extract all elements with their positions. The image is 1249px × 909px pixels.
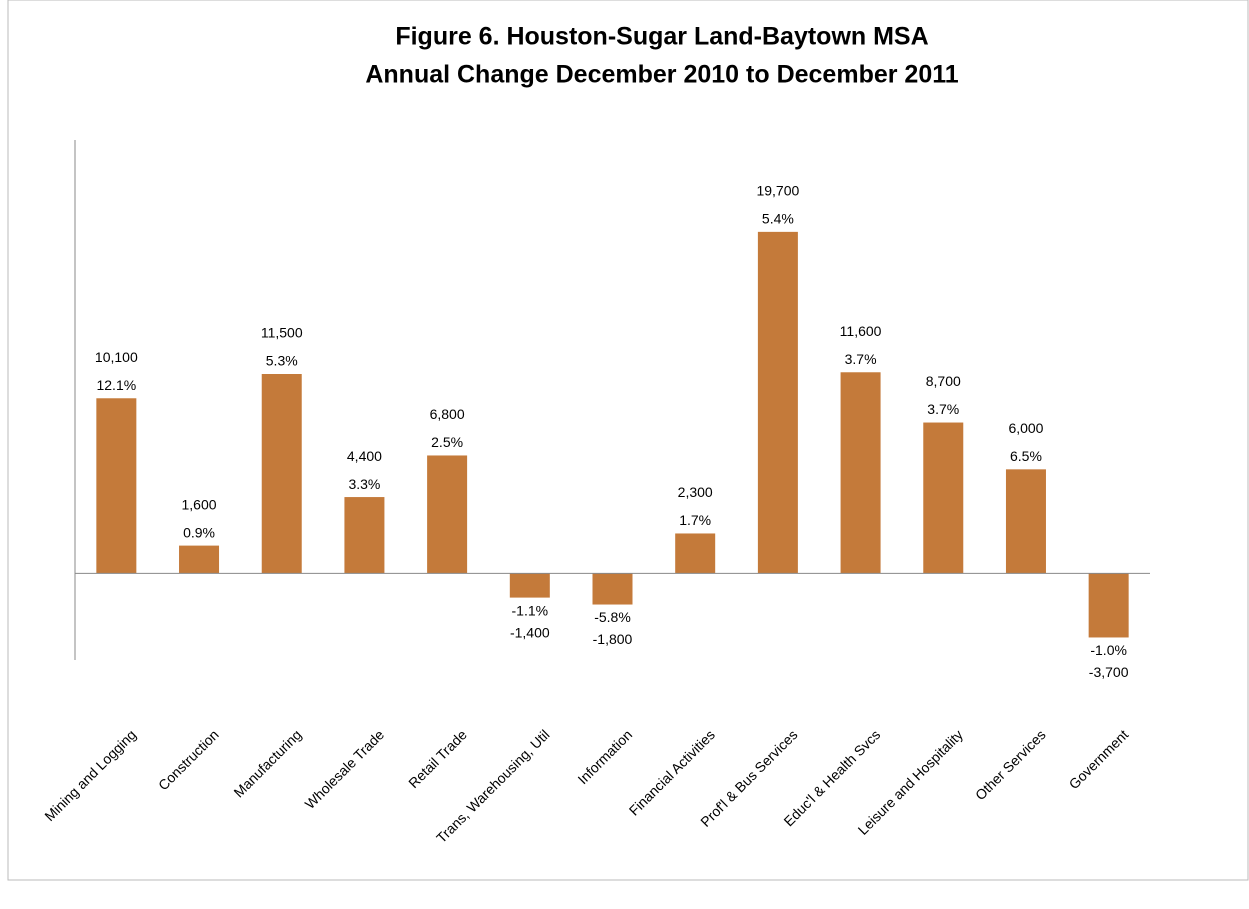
data-label: 2,300 bbox=[678, 484, 713, 500]
bar bbox=[1088, 573, 1129, 638]
data-label: 4,400 bbox=[347, 448, 382, 464]
data-label: 8,700 bbox=[926, 373, 961, 389]
chart-title: Figure 6. Houston-Sugar Land-Baytown MSA bbox=[395, 23, 928, 51]
x-tick-label: Information bbox=[574, 726, 635, 787]
bar bbox=[344, 497, 385, 574]
bar bbox=[509, 573, 550, 598]
annotation: -5.8% bbox=[594, 609, 631, 625]
x-tick-label: Other Services bbox=[972, 726, 1049, 803]
annotation: -1.0% bbox=[1090, 642, 1127, 658]
bar bbox=[840, 372, 881, 574]
annotation: -1.1% bbox=[512, 602, 549, 618]
x-tick-label: Government bbox=[1066, 726, 1132, 792]
bar bbox=[1005, 469, 1046, 574]
data-label: 19,700 bbox=[756, 183, 799, 199]
bar bbox=[179, 545, 220, 574]
x-tick-label: Manufacturing bbox=[230, 726, 304, 800]
bar bbox=[675, 533, 716, 574]
bar bbox=[96, 398, 137, 574]
x-tick-label: Retail Trade bbox=[405, 726, 470, 791]
bar bbox=[592, 573, 633, 605]
data-label: 11,600 bbox=[840, 323, 882, 339]
annotation: 12.1% bbox=[96, 377, 136, 393]
annotation: 0.9% bbox=[183, 524, 215, 540]
x-tick-label: Financial Activities bbox=[626, 726, 718, 818]
annotation: 6.5% bbox=[1010, 448, 1042, 464]
annotation: 2.5% bbox=[431, 434, 463, 450]
data-label: 6,000 bbox=[1008, 420, 1043, 436]
bar bbox=[427, 455, 468, 574]
bar bbox=[757, 231, 798, 574]
data-label: 1,600 bbox=[182, 496, 217, 512]
data-label: -3,700 bbox=[1089, 664, 1129, 680]
data-label: 6,800 bbox=[430, 406, 465, 422]
chart-border bbox=[7, 0, 1249, 881]
bar bbox=[923, 422, 964, 574]
annotation: 1.7% bbox=[679, 512, 711, 528]
annotation: 3.3% bbox=[348, 476, 380, 492]
data-label: 10,100 bbox=[95, 349, 138, 365]
data-label: -1,400 bbox=[510, 624, 550, 640]
chart-subtitle: Annual Change December 2010 to December … bbox=[365, 61, 958, 89]
data-label: 11,500 bbox=[261, 325, 303, 341]
x-tick-label: Mining and Logging bbox=[41, 726, 139, 824]
annotation: 5.4% bbox=[762, 211, 794, 227]
data-label: -1,800 bbox=[593, 631, 633, 647]
x-tick-label: Construction bbox=[155, 726, 222, 793]
annotation: 3.7% bbox=[927, 401, 959, 417]
x-tick-label: Wholesale Trade bbox=[302, 726, 388, 812]
annotation: 3.7% bbox=[845, 351, 877, 367]
bar bbox=[261, 374, 302, 574]
annotation: 5.3% bbox=[266, 353, 298, 369]
